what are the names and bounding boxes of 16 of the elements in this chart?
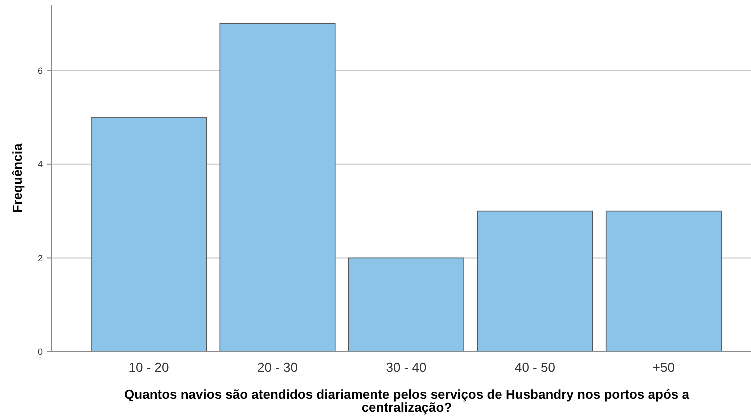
bar xyxy=(220,23,336,352)
x-tick-label: 30 - 40 xyxy=(386,360,427,375)
x-tick-label: 20 - 30 xyxy=(258,360,298,375)
bar xyxy=(477,210,594,352)
x-tick-label: 10 - 20 xyxy=(128,360,170,375)
y-tick-label: 4 xyxy=(38,160,43,170)
y-axis-title: Frequência xyxy=(10,143,25,214)
bar xyxy=(91,117,208,352)
x-axis-title: Quantos navios são atendidos diariamente pelos serviços de Husbandry nos portos após a centralização? xyxy=(124,387,690,415)
y-tick-label: 6 xyxy=(38,66,43,76)
bar xyxy=(606,210,722,352)
y-tick-label: 0 xyxy=(38,347,43,358)
bar xyxy=(348,258,465,352)
x-tick-label: 40 - 50 xyxy=(514,360,556,375)
y-tick-label: 2 xyxy=(38,253,43,264)
x-tick-label: +50 xyxy=(652,360,675,375)
